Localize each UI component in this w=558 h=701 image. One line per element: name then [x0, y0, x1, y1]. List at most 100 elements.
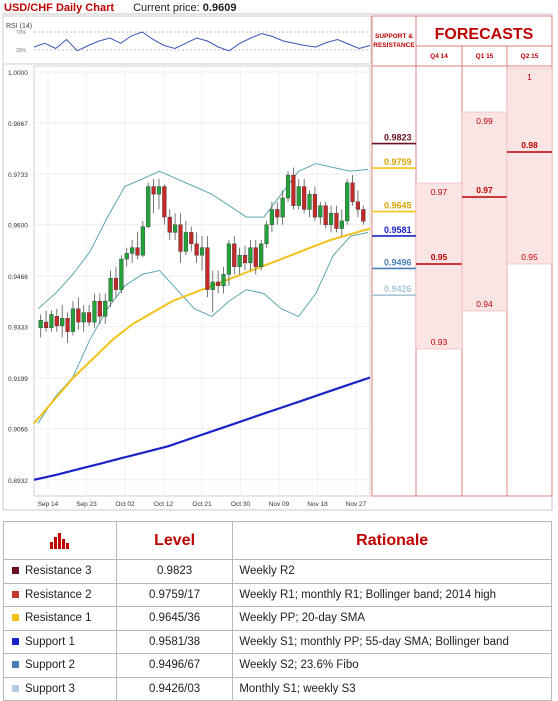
- sma55-line: [33, 376, 371, 481]
- level-name: Resistance 3: [25, 565, 92, 578]
- chart-header: USD/CHF Daily Chart Current price: 0.960…: [4, 2, 236, 14]
- rsi-label: RSI (14): [6, 23, 32, 30]
- level-value: 0.9496: [384, 257, 412, 267]
- y-tick-label: 0.9199: [8, 376, 28, 383]
- bear-candle: [113, 277, 119, 290]
- y-tick-label: 0.8932: [8, 478, 28, 485]
- forecast-range: [461, 111, 508, 312]
- level-swatch: [12, 637, 19, 645]
- rationale-cell: Weekly R2: [232, 559, 552, 584]
- bull-candle: [130, 247, 135, 254]
- chart-title: USD/CHF Daily Chart: [4, 2, 115, 14]
- bear-candle: [76, 308, 81, 323]
- price-value: 0.9609: [202, 2, 237, 14]
- rationale-cell: Weekly PP; 20-day SMA: [232, 606, 552, 631]
- forecast-range: [506, 67, 553, 265]
- bull-candle: [264, 224, 269, 245]
- x-tick-label: Sep 23: [76, 501, 97, 508]
- y-tick-label: 1.0000: [8, 70, 28, 77]
- level-name: Support 2: [25, 659, 75, 672]
- bull-candle: [140, 226, 145, 256]
- bull-candle: [173, 224, 178, 233]
- bull-candle: [124, 253, 129, 260]
- rationale-cell: Weekly S2; 23.6% Fibo: [232, 653, 552, 678]
- level-name: Support 1: [25, 635, 75, 648]
- bull-candle: [38, 319, 43, 329]
- bear-candle: [97, 300, 102, 317]
- bear-candle: [275, 209, 280, 218]
- forecast-range: [415, 182, 463, 350]
- bull-candle: [328, 213, 334, 225]
- y-tick-label: 0.9466: [8, 274, 28, 281]
- level-name: Resistance 1: [25, 612, 92, 625]
- x-tick-label: Sep 14: [38, 501, 59, 508]
- level-name: Resistance 2: [25, 588, 92, 601]
- level-name-cell: Support 2: [3, 653, 117, 678]
- forecast-panel: SUPPORT & RESISTANCE FORECASTS Q4 14 0.97 0…: [371, 15, 553, 497]
- x-tick-label: Nov 09: [269, 501, 290, 508]
- level-swatch: [12, 567, 19, 575]
- bollinger-upper-band: [37, 163, 369, 310]
- level-value-cell: 0.9759/17: [115, 582, 234, 607]
- bull-candle: [296, 186, 301, 206]
- bull-candle: [269, 209, 274, 225]
- level-header: Level: [115, 521, 234, 560]
- candles: [38, 167, 366, 344]
- bull-candle: [108, 277, 113, 302]
- bear-candle: [189, 232, 194, 245]
- bull-candle: [70, 308, 76, 332]
- forecast-low: 0.94: [476, 299, 493, 309]
- bear-candle: [167, 216, 172, 233]
- bull-candle: [280, 197, 285, 218]
- table-row: Support 2 0.9496/67 Weekly S2; 23.6% Fibo: [3, 653, 552, 678]
- bear-candle: [162, 186, 167, 218]
- bull-candle: [60, 318, 65, 327]
- bollinger-lower-band: [37, 231, 369, 424]
- bull-candle: [210, 281, 215, 290]
- forecast-mid: 0.98: [521, 140, 538, 150]
- x-tick-label: Oct 02: [115, 501, 135, 508]
- level-swatch: [12, 614, 19, 622]
- y-tick-label: 0.9733: [8, 172, 28, 179]
- bear-candle: [43, 321, 49, 329]
- bear-candle: [302, 186, 307, 210]
- bull-candle: [237, 255, 242, 267]
- level-value: 0.9759: [384, 157, 412, 167]
- y-tick-label: 0.9600: [8, 223, 28, 230]
- x-tick-label: Nov 18: [307, 501, 328, 508]
- level-value: 0.9426: [384, 284, 412, 294]
- table-icon-cell: [3, 521, 117, 560]
- bull-candle: [92, 300, 97, 323]
- bull-candle: [119, 258, 124, 290]
- level-swatch: [12, 684, 19, 692]
- level-value: 0.9823: [384, 133, 412, 143]
- forecast-high: 0.99: [476, 116, 493, 126]
- level-value: 0.9645: [384, 201, 412, 211]
- bear-candle: [151, 186, 156, 195]
- rationale-cell: Weekly S1; monthly PP; 55-day SMA; Bolli…: [232, 629, 552, 654]
- level-name-cell: Resistance 3: [3, 559, 117, 584]
- grid: [34, 66, 370, 496]
- bear-candle: [135, 247, 140, 256]
- bull-candle: [339, 220, 344, 229]
- bear-candle: [323, 205, 328, 225]
- bull-candle: [221, 274, 226, 287]
- rationale-cell: Monthly S1; weekly S3: [232, 676, 552, 701]
- bull-candle: [259, 243, 264, 267]
- level-name-cell: Resistance 1: [3, 606, 117, 631]
- table-row: Resistance 2 0.9759/17 Weekly R1; monthly …: [3, 582, 552, 607]
- bull-candle: [103, 300, 108, 317]
- table-row: Support 3 0.9426/03 Monthly S1; weekly S3: [3, 676, 552, 701]
- level-value-cell: 0.9581/38: [115, 629, 234, 654]
- bear-candle: [178, 224, 183, 252]
- forecast-mid: 0.97: [476, 185, 493, 195]
- bull-candle: [285, 174, 291, 199]
- x-axis: Sep 14 Sep 23 Oct 02 Oct 12 Oct 21 Oct 30 Nov …: [38, 501, 367, 508]
- bull-candle: [248, 247, 253, 264]
- x-tick-label: Oct 12: [154, 501, 174, 508]
- bear-candle: [312, 193, 318, 218]
- rsi-line: [33, 31, 371, 52]
- table-row: Resistance 1 0.9645/36 Weekly PP; 20-day S…: [3, 606, 552, 631]
- price-chart: RSI (14) 70% 30% 1.0000 0.9867 0.9733 0.960…: [2, 13, 553, 511]
- table-row: Resistance 3 0.9823 Weekly R2: [3, 559, 552, 584]
